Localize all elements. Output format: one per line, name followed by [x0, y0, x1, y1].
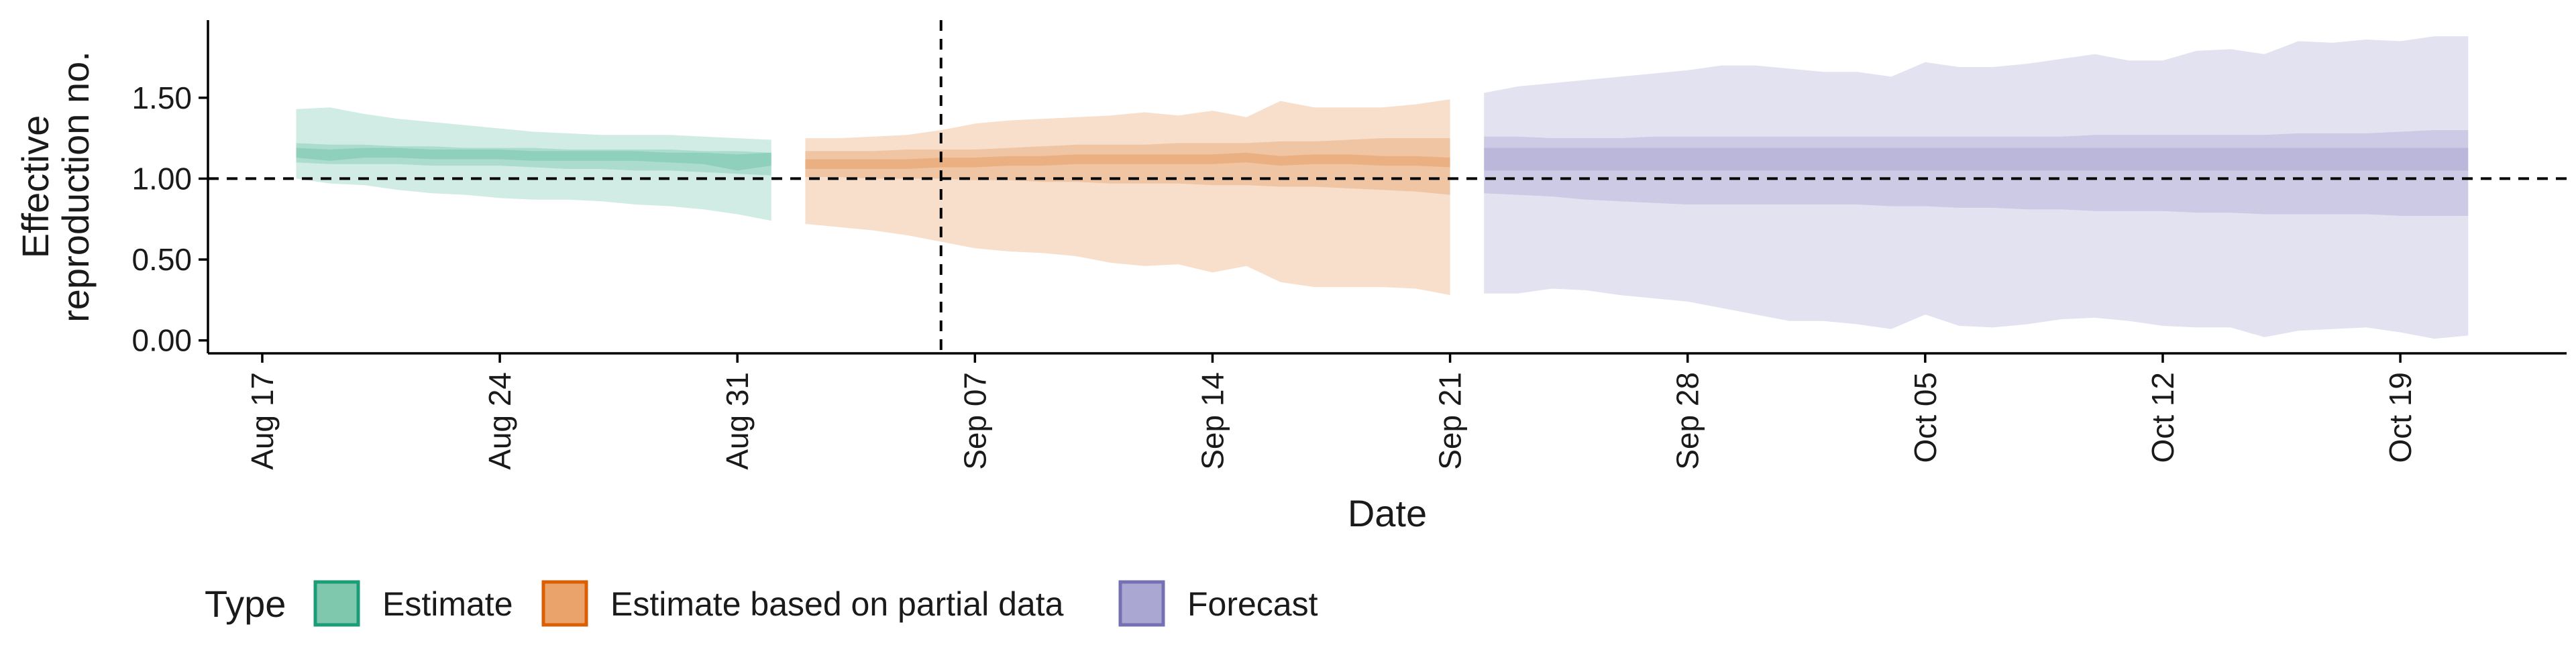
- legend-item-partial-data: Estimate based on partial data: [541, 580, 1064, 627]
- x-tick-label: Aug 31: [720, 372, 755, 470]
- series-estimate: [296, 107, 771, 221]
- x-tick-label: Oct 19: [2383, 372, 2418, 463]
- legend-label-partial-data: Estimate based on partial data: [610, 585, 1064, 623]
- x-tick-label: Sep 21: [1433, 372, 1468, 470]
- x-ticks: Aug 17 Aug 24 Aug 31 Sep 07 Sep 14 Sep 21 Sep …: [245, 353, 2418, 470]
- y-tick-label: 1.00: [131, 161, 192, 196]
- band-20-estimate: [296, 148, 771, 171]
- band-50-estimate-based-on-partial-data: [805, 138, 1450, 195]
- legend-label-forecast: Forecast: [1187, 585, 1318, 623]
- band-20-estimate-based-on-partial-data: [805, 152, 1450, 169]
- legend-label-estimate: Estimate: [382, 585, 513, 623]
- x-tick-label: Sep 28: [1670, 372, 1705, 470]
- y-ticks: 0.00 0.50 1.00 1.50: [131, 80, 208, 358]
- x-tick-label: Aug 24: [482, 372, 517, 470]
- y-axis-title-line-2: reproduction no.: [54, 51, 97, 322]
- axes: 0.00 0.50 1.00 1.50 Aug 17 Aug 24 Aug 31 Sep 0…: [14, 20, 2567, 534]
- legend: Type Estimate Estimate based on partial …: [205, 580, 1318, 627]
- band-50-forecast: [1484, 130, 2469, 216]
- y-axis-title-line-1: Effective: [14, 115, 56, 259]
- legend-key-forecast: [1118, 580, 1165, 627]
- y-tick-label: 0.50: [131, 242, 192, 277]
- legend-item-estimate: Estimate: [313, 580, 513, 627]
- series-estimate-based-on-partial-data: [805, 99, 1450, 296]
- x-tick-label: Sep 07: [957, 372, 992, 470]
- legend-title: Type: [205, 583, 286, 625]
- x-tick-label: Oct 05: [1908, 372, 1943, 463]
- band-90-forecast: [1484, 36, 2469, 339]
- band-90-estimate-based-on-partial-data: [805, 99, 1450, 296]
- legend-key-estimate: [313, 580, 360, 627]
- band-50-estimate: [296, 143, 771, 176]
- y-tick-label: 1.50: [131, 80, 192, 115]
- x-tick-label: Oct 12: [2145, 372, 2180, 463]
- legend-item-forecast: Forecast: [1118, 580, 1318, 627]
- legend-key-partial-data: [541, 580, 588, 627]
- band-20-forecast: [1484, 148, 2469, 171]
- x-tick-label: Sep 14: [1195, 372, 1230, 470]
- bands-layer: [296, 36, 2469, 339]
- series-forecast: [1484, 36, 2469, 339]
- x-tick-label: Aug 17: [245, 372, 280, 470]
- x-axis-title: Date: [1348, 492, 1427, 534]
- band-90-estimate: [296, 107, 771, 221]
- y-tick-label: 0.00: [131, 323, 192, 358]
